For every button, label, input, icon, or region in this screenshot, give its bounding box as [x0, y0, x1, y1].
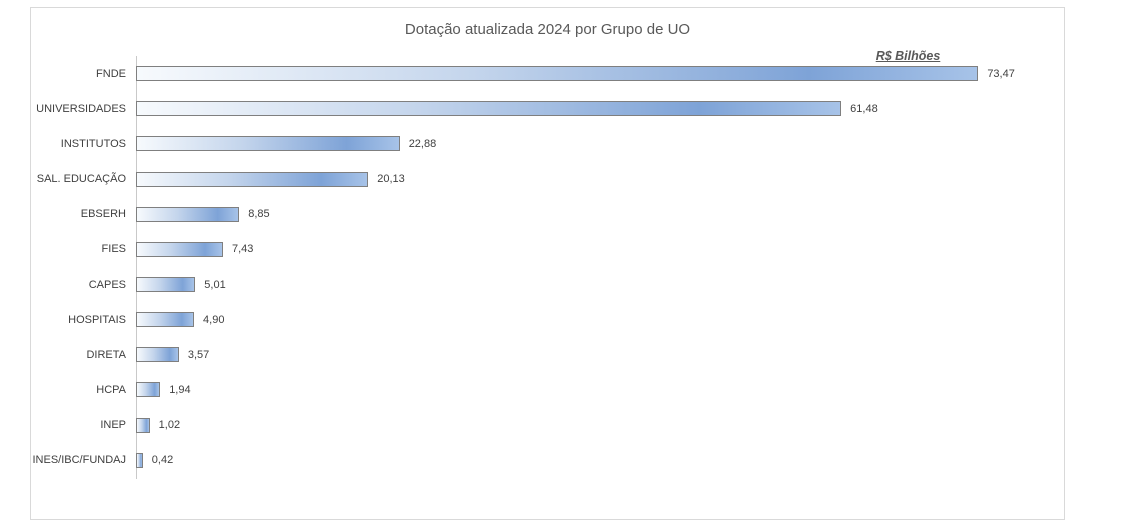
- category-label: HOSPITAIS: [68, 313, 126, 326]
- bar-row: INES/IBC/FUNDAJ 0,42: [31, 443, 1064, 478]
- bar-row: FIES 7,43: [31, 232, 1064, 267]
- value-label: 1,94: [169, 383, 191, 396]
- bar: [136, 452, 143, 468]
- bar-row: INEP 1,02: [31, 408, 1064, 443]
- category-label: INES/IBC/FUNDAJ: [32, 454, 126, 467]
- bar: [136, 101, 842, 117]
- bar-row: FNDE 73,47: [31, 56, 1064, 91]
- bar-area: 3,57: [136, 337, 1064, 372]
- bar: [136, 382, 161, 398]
- bar-area: 4,90: [136, 302, 1064, 337]
- bar: [136, 136, 400, 152]
- bar-rows: FNDE 73,47 UNIVERSIDADES 61,48 INSTITUTOS 22,…: [31, 56, 1064, 478]
- category-label: FNDE: [96, 67, 126, 80]
- bar: [136, 277, 196, 293]
- category-label: HCPA: [96, 383, 126, 396]
- value-label: 73,47: [987, 67, 1015, 80]
- bar-row: HCPA 1,94: [31, 372, 1064, 407]
- bar-row: CAPES 5,01: [31, 267, 1064, 302]
- category-label: DIRETA: [86, 348, 126, 361]
- bar-row: SAL. EDUCAÇÃO 20,13: [31, 161, 1064, 196]
- category-label: UNIVERSIDADES: [36, 102, 126, 115]
- category-label: FIES: [101, 243, 126, 256]
- category-label: SAL. EDUCAÇÃO: [36, 173, 126, 186]
- value-label: 8,85: [248, 208, 270, 221]
- bar: [136, 66, 979, 82]
- bar-area: 8,85: [136, 197, 1064, 232]
- bar-area: 22,88: [136, 126, 1064, 161]
- value-label: 5,01: [204, 278, 226, 291]
- bar: [136, 241, 223, 257]
- bar: [136, 347, 179, 363]
- value-label: 20,13: [377, 173, 405, 186]
- value-label: 61,48: [850, 102, 878, 115]
- category-label: INSTITUTOS: [60, 137, 126, 150]
- bar-area: 20,13: [136, 161, 1064, 196]
- y-axis-line: [136, 56, 137, 479]
- chart-container: Dotação atualizada 2024 por Grupo de UO …: [30, 7, 1065, 520]
- bar-row: INSTITUTOS 22,88: [31, 126, 1064, 161]
- chart-title: Dotação atualizada 2024 por Grupo de UO: [404, 21, 691, 38]
- bar-area: 0,42: [136, 443, 1064, 478]
- value-label: 0,42: [151, 454, 174, 467]
- bar-area: 61,48: [136, 91, 1064, 126]
- bar: [136, 417, 150, 433]
- category-label: EBSERH: [80, 208, 126, 221]
- value-label: 22,88: [408, 137, 437, 150]
- bar-area: 1,94: [136, 372, 1064, 407]
- bar: [136, 206, 240, 222]
- value-label: 3,57: [187, 348, 210, 361]
- category-label: INEP: [100, 419, 126, 432]
- bar-area: 7,43: [136, 232, 1064, 267]
- bar-row: HOSPITAIS 4,90: [31, 302, 1064, 337]
- bar-area: 1,02: [136, 408, 1064, 443]
- bar: [136, 171, 369, 187]
- units-annotation: R$ Bilhões: [875, 49, 941, 63]
- value-label: 4,90: [203, 313, 225, 326]
- value-label: 1,02: [158, 419, 181, 432]
- category-label: CAPES: [88, 278, 126, 291]
- value-label: 7,43: [231, 243, 254, 256]
- bar-row: EBSERH 8,85: [31, 197, 1064, 232]
- bar-area: 73,47: [136, 56, 1064, 91]
- bar: [136, 312, 195, 328]
- bar-row: DIRETA 3,57: [31, 337, 1064, 372]
- bar-area: 5,01: [136, 267, 1064, 302]
- bar-row: UNIVERSIDADES 61,48: [31, 91, 1064, 126]
